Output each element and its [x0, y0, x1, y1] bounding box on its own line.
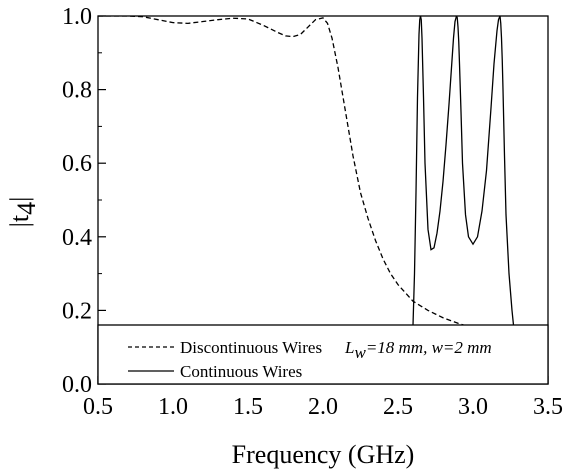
y-tick-label: 0.8 — [62, 78, 92, 104]
legend-label-continuous: Continuous Wires — [180, 362, 302, 381]
x-tick-label: 0.5 — [83, 394, 113, 420]
svg-text:Discontinuous Wires: Discontinuous Wires — [180, 338, 322, 357]
y-tick-label: 0.6 — [62, 151, 92, 177]
y-axis-title-sub: 4 — [12, 202, 41, 215]
svg-text:Continuous Wires: Continuous Wires — [180, 362, 302, 381]
y-tick-label: 0.2 — [62, 298, 92, 324]
series-line-discontinuous-wires — [98, 16, 548, 367]
ticks-layer: 0.5 1.0 1.5 2.0 2.5 3.0 3.5 0.0 0.2 0.4 0.6 0.8 1.0 — [62, 4, 563, 420]
legend-annotation-L-sub: w — [354, 343, 366, 362]
svg-text:Lw=18 mm, w=2 mm: Lw=18 mm, w=2 mm — [344, 338, 492, 362]
y-axis-title: |t4| — [5, 197, 41, 228]
x-tick-label: 3.0 — [458, 394, 488, 420]
legend-annotation-L: L — [344, 338, 354, 357]
x-tick-label: 2.5 — [383, 394, 413, 420]
y-tick-label: 0.0 — [62, 372, 92, 398]
y-axis-title-main: |t — [5, 214, 34, 227]
x-tick-label: 1.0 — [158, 394, 188, 420]
legend: Discontinuous Wires Lw=18 mm, w=2 mm Con… — [97, 324, 549, 385]
x-tick-label: 1.5 — [233, 394, 263, 420]
x-tick-label: 3.5 — [533, 394, 563, 420]
x-tick-label: 2.0 — [308, 394, 338, 420]
series-line-continuous-wires — [404, 16, 519, 384]
y-tick-label: 1.0 — [62, 4, 92, 30]
legend-label-discontinuous: Discontinuous Wires — [180, 338, 322, 357]
legend-box — [97, 324, 549, 385]
legend-annotation-rest: =18 mm, w=2 mm — [366, 338, 492, 357]
y-tick-label: 0.4 — [62, 225, 92, 251]
y-axis-title-close: | — [5, 197, 34, 202]
x-axis-title: Frequency (GHz) — [232, 440, 415, 469]
